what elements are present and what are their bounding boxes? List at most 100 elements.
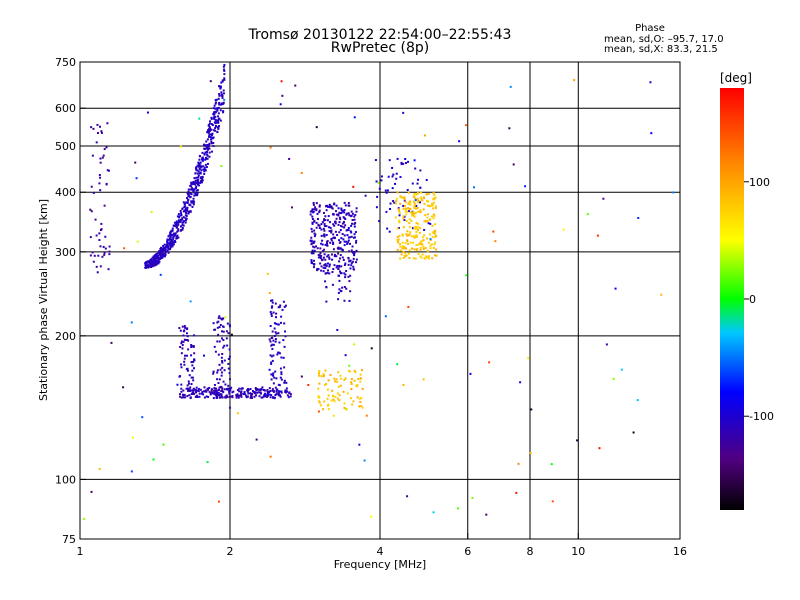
data-point <box>343 240 346 243</box>
data-point <box>406 188 409 191</box>
data-point <box>204 158 207 161</box>
data-point <box>345 229 348 232</box>
data-point <box>203 153 206 156</box>
data-point <box>174 223 177 226</box>
data-point <box>220 374 223 377</box>
data-point <box>352 260 355 263</box>
y-tick-label: 400 <box>55 186 76 199</box>
data-point <box>324 215 327 218</box>
data-point <box>210 142 213 145</box>
data-point <box>412 241 415 244</box>
data-point <box>211 132 214 135</box>
data-point <box>96 123 99 126</box>
data-point <box>101 255 104 258</box>
data-point <box>348 370 351 373</box>
data-point <box>274 302 277 305</box>
data-point <box>181 343 184 346</box>
data-point <box>406 239 409 242</box>
data-point <box>318 211 321 214</box>
data-point <box>177 236 180 239</box>
data-point <box>204 389 207 392</box>
data-point <box>214 350 217 353</box>
data-point <box>271 299 274 302</box>
data-point <box>429 238 432 241</box>
data-point <box>99 229 102 232</box>
data-point <box>312 203 315 206</box>
data-point <box>221 103 224 106</box>
data-point <box>340 207 343 210</box>
data-point <box>352 343 355 346</box>
data-point <box>337 268 340 271</box>
data-point <box>204 144 207 147</box>
data-point <box>313 208 316 211</box>
data-point <box>238 387 241 390</box>
data-point <box>408 218 411 221</box>
data-point <box>340 290 343 293</box>
data-point <box>352 400 355 403</box>
data-point <box>222 89 225 92</box>
data-point <box>426 220 429 223</box>
data-point <box>316 247 319 250</box>
data-point <box>228 378 231 381</box>
data-point <box>352 236 355 239</box>
data-point <box>166 241 169 244</box>
data-point <box>205 156 208 159</box>
data-point <box>415 204 418 207</box>
data-point <box>220 81 223 84</box>
data-point <box>194 179 197 182</box>
data-point <box>180 212 183 215</box>
data-point <box>405 254 408 257</box>
data-point <box>388 230 391 233</box>
data-point <box>240 393 243 396</box>
data-point <box>434 207 437 210</box>
data-point <box>210 134 213 137</box>
data-point <box>189 210 192 213</box>
data-point <box>354 213 357 216</box>
data-point <box>315 126 318 129</box>
data-point <box>206 154 209 157</box>
data-point <box>179 214 182 217</box>
data-point <box>324 219 327 222</box>
data-point <box>228 325 231 328</box>
x-tick-label: 16 <box>673 545 687 558</box>
data-point <box>636 399 639 402</box>
data-point <box>343 402 346 405</box>
data-point <box>184 207 187 210</box>
data-point <box>360 397 363 400</box>
data-point <box>426 213 429 216</box>
data-point <box>194 172 197 175</box>
data-point <box>201 176 204 179</box>
data-point <box>343 263 346 266</box>
data-point <box>154 254 157 257</box>
data-point <box>247 392 250 395</box>
data-point <box>355 210 358 213</box>
data-point <box>413 215 416 218</box>
data-point <box>350 249 353 252</box>
data-point <box>326 271 329 274</box>
data-point <box>322 375 325 378</box>
data-point <box>408 210 411 213</box>
data-point <box>323 229 326 232</box>
data-point <box>154 258 157 261</box>
data-point <box>391 187 394 190</box>
data-point <box>415 230 418 233</box>
data-point <box>217 391 220 394</box>
data-point <box>276 353 279 356</box>
data-point <box>316 267 319 270</box>
data-point <box>227 388 230 391</box>
data-point <box>323 233 326 236</box>
data-point <box>335 217 338 220</box>
data-point <box>358 397 361 400</box>
data-point <box>90 126 93 129</box>
data-point <box>323 218 326 221</box>
data-point <box>243 393 246 396</box>
data-point <box>411 227 414 230</box>
data-point <box>261 386 264 389</box>
data-point <box>217 127 220 130</box>
data-point <box>338 211 341 214</box>
data-point <box>181 221 184 224</box>
data-point <box>398 221 401 224</box>
data-point <box>339 224 342 227</box>
data-point <box>343 406 346 409</box>
data-point <box>183 363 186 366</box>
